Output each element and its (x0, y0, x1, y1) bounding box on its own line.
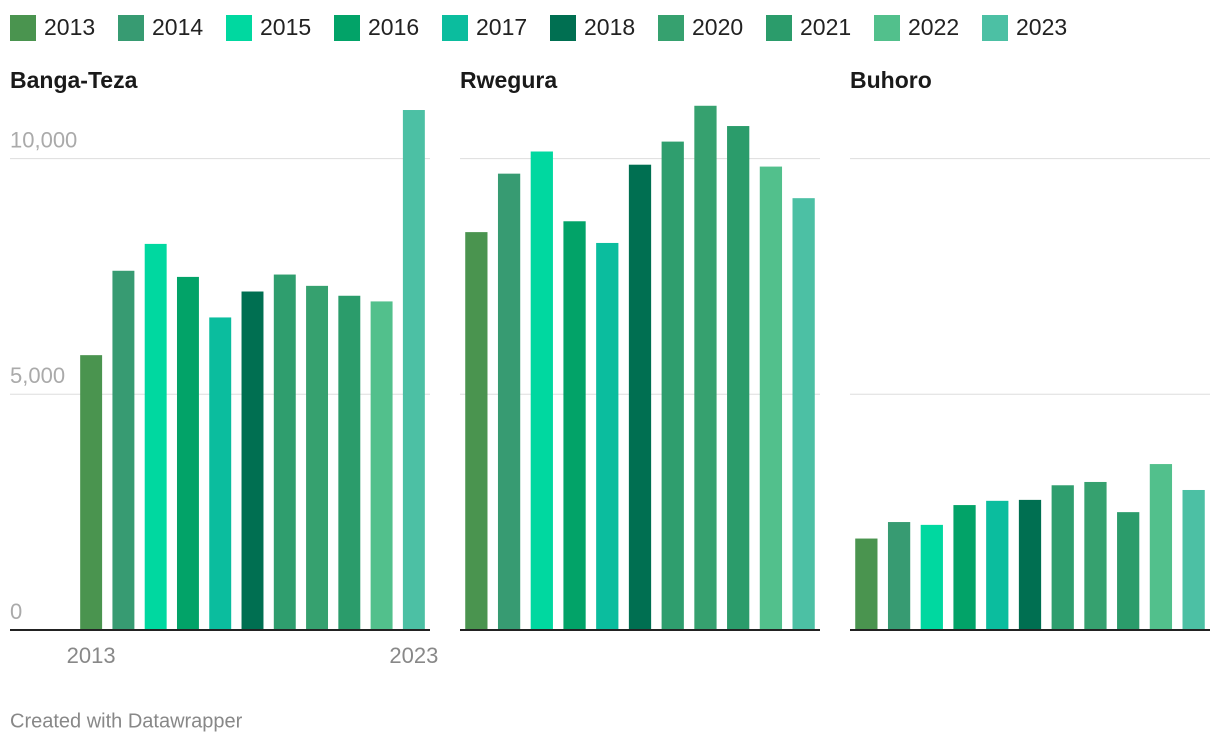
legend-label: 2017 (476, 14, 527, 40)
bar (628, 164, 652, 630)
legend-swatch (982, 15, 1008, 41)
bar (759, 166, 783, 631)
bar (1182, 489, 1205, 630)
y-tick-label: 10,000 (10, 127, 77, 152)
panel-title: Banga-Teza (10, 67, 138, 93)
bar (370, 301, 393, 630)
bar (887, 522, 911, 630)
bar (694, 105, 717, 631)
legend-label: 2022 (908, 14, 959, 40)
panel-title: Buhoro (850, 67, 932, 93)
bar (112, 270, 135, 630)
y-tick-label: 0 (10, 599, 22, 624)
bar (727, 126, 750, 631)
legend-swatch (118, 15, 144, 41)
bar (465, 232, 488, 630)
footer: Created with Datawrapper (10, 710, 243, 732)
panel-title: Rwegura (460, 67, 557, 93)
bar (80, 355, 103, 630)
bar (497, 173, 521, 630)
bar (792, 198, 815, 630)
legend-swatch (766, 15, 792, 41)
bar (1117, 512, 1140, 630)
legend-label: 2013 (44, 14, 95, 40)
bar (953, 505, 976, 630)
bar (1051, 485, 1074, 630)
legend-label: 2016 (368, 14, 419, 40)
bar (144, 243, 167, 630)
legend-swatch (334, 15, 360, 41)
bar (273, 274, 296, 630)
bar (338, 295, 361, 630)
bar (1149, 464, 1173, 630)
legend-swatch (442, 15, 468, 41)
bar (306, 285, 329, 630)
bar (1084, 481, 1107, 630)
x-tick-label: 2013 (67, 643, 116, 668)
legend-swatch (10, 15, 36, 41)
legend-swatch (226, 15, 252, 41)
legend-label: 2014 (152, 14, 203, 40)
legend-swatch (874, 15, 900, 41)
bar (920, 524, 943, 630)
bar (209, 317, 232, 630)
bar (1018, 499, 1042, 630)
bar (241, 291, 264, 630)
bar (855, 538, 878, 630)
x-tick-label: 2023 (389, 643, 438, 668)
bar (596, 242, 619, 630)
legend-label: 2015 (260, 14, 311, 40)
legend-label: 2018 (584, 14, 635, 40)
y-tick-label: 5,000 (10, 363, 65, 388)
legend-swatch (550, 15, 576, 41)
bar (176, 276, 199, 630)
bar (402, 110, 425, 630)
bar (986, 500, 1009, 630)
bar (661, 141, 684, 630)
legend-label: 2023 (1016, 14, 1067, 40)
legend-label: 2020 (692, 14, 743, 40)
legend-swatch (658, 15, 684, 41)
legend-label: 2021 (800, 14, 851, 40)
bar (530, 151, 553, 630)
bar (563, 221, 586, 630)
